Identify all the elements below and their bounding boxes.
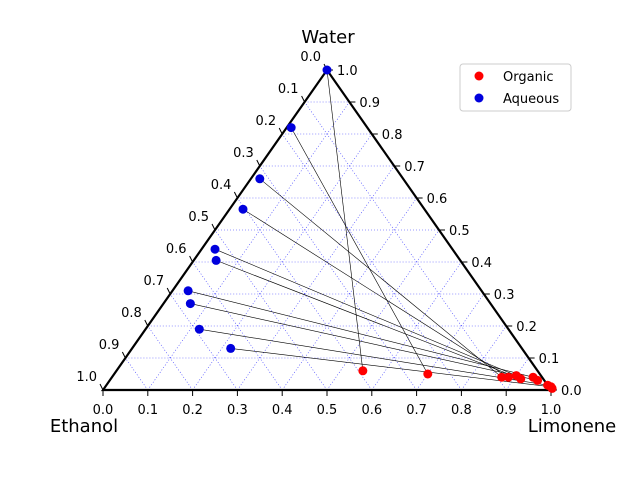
tie-line [190, 303, 538, 381]
tick-label-right: 0.3 [494, 288, 515, 303]
tick-label-bottom: 0.1 [137, 403, 158, 418]
tick-left [211, 223, 216, 231]
aqueous-point [226, 343, 236, 353]
organic-point [516, 374, 526, 384]
tie-line [188, 290, 534, 378]
tick-label-bottom: 0.5 [317, 403, 338, 418]
tick-label-left: 0.7 [144, 274, 165, 289]
tick-left [99, 383, 104, 391]
organic-point [503, 372, 513, 382]
axis-label-right: Limonene [528, 416, 617, 437]
grid-line [371, 261, 462, 391]
tick-label-left: 0.9 [99, 338, 120, 353]
aqueous-point [286, 123, 296, 133]
tie-line [259, 178, 502, 378]
legend-box [459, 63, 572, 112]
grid-line [147, 325, 193, 391]
tick-left [166, 287, 171, 295]
organic-point [547, 383, 557, 393]
grid-line [326, 229, 440, 391]
tick-label-bottom: 0.0 [93, 403, 114, 418]
grid-line [214, 229, 328, 391]
legend-marker-organic [474, 71, 484, 81]
tick-label-bottom: 0.6 [361, 403, 382, 418]
grid-line [461, 325, 507, 391]
legend-label-aqueous: Aqueous [503, 92, 559, 107]
legend-marker-aqueous [474, 93, 484, 103]
tick-left [144, 319, 149, 327]
tick-label-left: 0.4 [211, 178, 232, 193]
tick-left [278, 127, 283, 135]
data-points [183, 65, 557, 393]
aqueous-point [211, 255, 221, 265]
grid-line [169, 293, 238, 391]
tie-line [216, 260, 521, 380]
tick-label-right: 0.4 [471, 256, 492, 271]
tick-label-right: 0.7 [404, 160, 425, 175]
tick-label-bottom: 1.0 [541, 403, 562, 418]
tie-line [230, 348, 552, 388]
aqueous-point [183, 286, 193, 296]
grid-line [192, 261, 283, 391]
tick-label-bottom: 0.3 [227, 403, 248, 418]
tick-label-bottom: 0.2 [182, 403, 203, 418]
tick-label-left: 0.6 [166, 242, 187, 257]
grid-line [125, 357, 149, 391]
tick-label-bottom: 0.4 [272, 403, 293, 418]
tie-line [326, 69, 364, 371]
grid-line [304, 101, 507, 391]
tick-label-bottom: 0.9 [496, 403, 517, 418]
tick-label-right: 0.6 [427, 192, 448, 207]
aqueous-point [238, 204, 248, 214]
tick-label-right: 1.0 [337, 64, 358, 79]
tie-lines [188, 69, 552, 388]
grid-line [237, 165, 395, 391]
aqueous-point [194, 324, 204, 334]
tick-label-left: 0.1 [278, 82, 299, 97]
tick-label-right: 0.2 [516, 320, 537, 335]
grid-layer [125, 101, 529, 391]
tick-left [301, 95, 306, 103]
legend-label-organic: Organic [503, 70, 554, 85]
legend: Organic Aqueous [459, 63, 572, 112]
axis-label-left: Ethanol [50, 416, 118, 437]
tie-line [290, 127, 429, 375]
tick-label-right: 0.1 [539, 352, 560, 367]
tick-label-left: 0.3 [233, 146, 254, 161]
tick-label-left: 0.0 [300, 50, 321, 65]
grid-line [259, 165, 417, 391]
organic-point [533, 375, 543, 385]
tick-label-right: 0.9 [359, 96, 380, 111]
tick-label-left: 1.0 [76, 370, 97, 385]
tick-label-left: 0.2 [256, 114, 277, 129]
tie-line [242, 208, 509, 378]
aqueous-point [210, 244, 220, 254]
axis-label-top: Water [301, 27, 355, 48]
organic-point [423, 369, 433, 379]
tick-label-right: 0.8 [382, 128, 403, 143]
grid-line [505, 357, 529, 391]
aqueous-point [322, 65, 332, 75]
aqueous-point [185, 299, 195, 309]
tick-label-left: 0.8 [121, 306, 142, 321]
tick-left [121, 351, 126, 359]
tie-line [199, 328, 548, 386]
tick-left [189, 255, 194, 263]
aqueous-point [255, 174, 265, 184]
tick-label-bottom: 0.8 [451, 403, 472, 418]
organic-point [497, 372, 507, 382]
tick-label-bottom: 0.7 [406, 403, 427, 418]
tick-label-left: 0.5 [188, 210, 209, 225]
tick-left [233, 191, 238, 199]
tick-label-right: 0.5 [449, 224, 470, 239]
tick-label-right: 0.0 [561, 384, 582, 399]
tick-left [256, 159, 261, 167]
organic-point [358, 366, 368, 376]
tie-line [214, 248, 517, 376]
